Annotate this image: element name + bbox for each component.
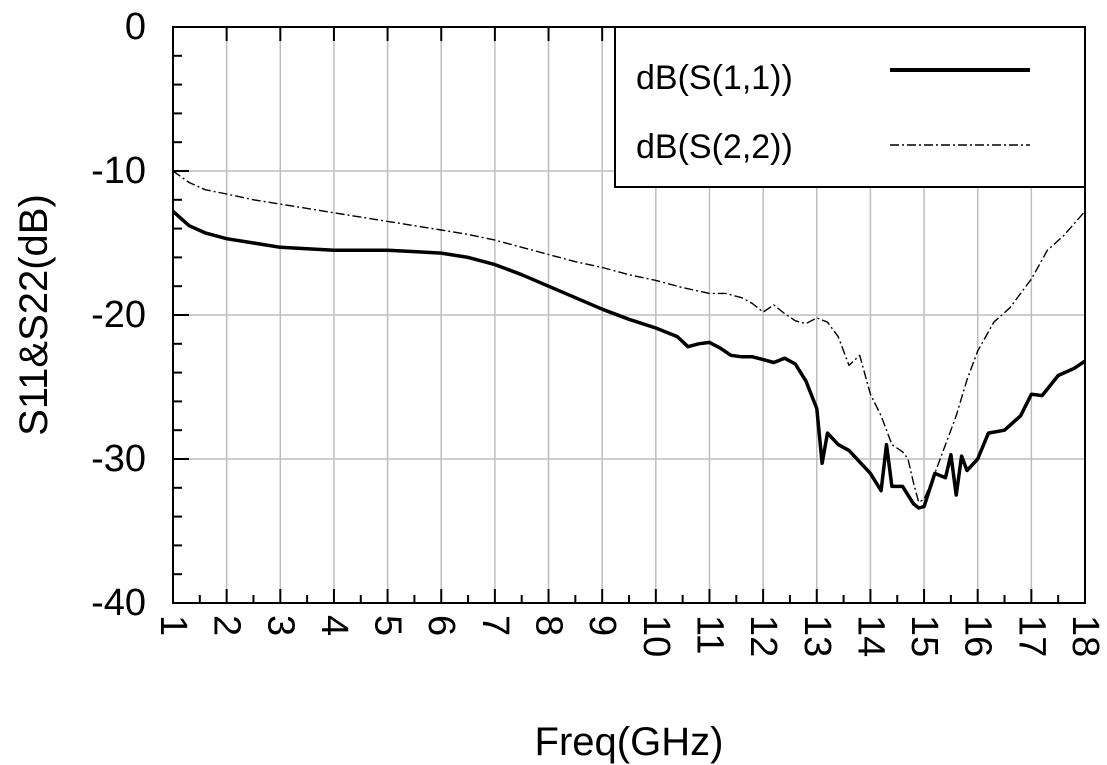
x-tick-label: 15	[903, 615, 945, 657]
series-line-s22	[172, 170, 1086, 503]
y-tick-label: -30	[91, 438, 146, 480]
legend-label-s11: dB(S(1,1))	[636, 59, 793, 97]
x-tick-label: 1	[152, 615, 194, 636]
y-tick-label: 0	[125, 6, 146, 48]
x-tick-label: 11	[688, 615, 730, 654]
x-tick-label: 4	[313, 615, 355, 636]
tick-labels: 1 2 3 4 5 6 7 8 9 10 11 12 13 14 15 16 17 180-10-20-30-40	[91, 6, 1106, 657]
y-axis-title: S11&S22(dB)	[12, 194, 56, 436]
x-tick-label: 16	[957, 615, 999, 657]
x-tick-label: 17	[1010, 615, 1052, 657]
x-tick-label: 9	[581, 615, 623, 636]
y-tick-label: -10	[91, 150, 146, 192]
y-tick-label: -20	[91, 294, 146, 336]
legend: dB(S(1,1)) dB(S(2,2))	[614, 26, 1086, 188]
x-tick-label: 3	[259, 615, 301, 636]
x-tick-label: 12	[742, 615, 784, 657]
series-line-s11	[171, 209, 1086, 510]
x-tick-label: 7	[474, 615, 516, 636]
x-tick-label: 14	[849, 615, 891, 657]
y-tick-label: -40	[91, 582, 146, 624]
x-tick-label: 13	[796, 615, 838, 657]
series-layer	[171, 170, 1086, 510]
x-tick-label: 10	[635, 615, 677, 657]
x-tick-label: 18	[1064, 615, 1106, 657]
legend-label-s22: dB(S(2,2))	[636, 128, 793, 166]
x-tick-label: 2	[206, 615, 248, 636]
legend-box	[614, 26, 1086, 188]
x-tick-label: 5	[367, 615, 409, 636]
x-tick-label: 8	[528, 615, 570, 636]
x-axis-title: Freq(GHz)	[535, 720, 724, 764]
x-tick-label: 6	[420, 615, 462, 636]
